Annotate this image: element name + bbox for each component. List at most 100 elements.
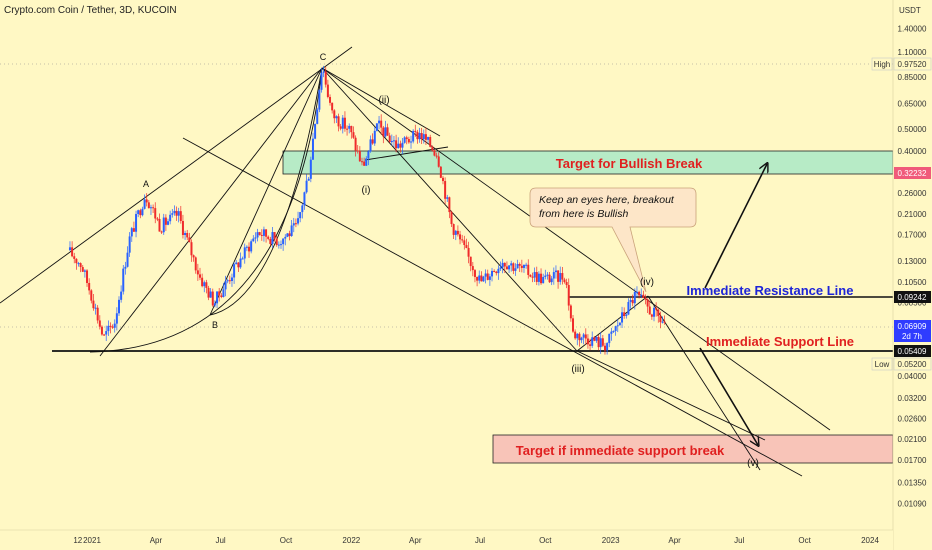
trendline-lower-channel[interactable] [182, 137, 803, 477]
candlesticks [68, 65, 666, 355]
candle [294, 218, 297, 228]
candle-body [314, 123, 317, 139]
candle [88, 278, 91, 295]
candle-body [638, 291, 641, 296]
candle [83, 269, 86, 278]
trendline-b-to-c-left[interactable] [99, 67, 323, 357]
candle [567, 278, 570, 311]
time-axis[interactable] [0, 530, 893, 550]
candle-body [384, 127, 387, 137]
x-tick-label: Apr [150, 536, 163, 545]
candle [631, 294, 634, 307]
candle-body [218, 291, 221, 296]
candle [326, 79, 329, 99]
candle [307, 176, 310, 181]
candle [275, 235, 278, 247]
trendline-triangle-top[interactable] [321, 67, 441, 137]
y-tick-label: 0.13000 [898, 257, 927, 266]
candle-body [375, 123, 378, 131]
candle [111, 324, 114, 329]
candle-body [663, 321, 666, 323]
candle-body [606, 343, 609, 351]
price-axis[interactable] [893, 0, 932, 550]
candle-body [540, 273, 543, 284]
candle-body [454, 230, 457, 235]
candle [267, 235, 270, 241]
candle-body [290, 225, 293, 237]
candle-body [139, 210, 142, 216]
candle-body [554, 270, 557, 273]
candle [646, 298, 649, 314]
candle-body [659, 316, 662, 323]
trendline-b-to-c[interactable] [209, 67, 323, 316]
candle [505, 261, 508, 270]
candle-body [650, 314, 653, 317]
candle [141, 206, 144, 217]
candle-body [207, 287, 210, 298]
candle-body [548, 274, 551, 283]
trendline-a-to-c[interactable] [0, 46, 353, 304]
candle-body [230, 277, 233, 281]
candle [188, 232, 191, 243]
candle-body [603, 345, 606, 351]
candle-body [279, 244, 282, 246]
candle [497, 265, 500, 280]
candle [145, 193, 148, 207]
candle [265, 229, 268, 243]
candle-body [152, 207, 155, 209]
candle-body [589, 344, 592, 346]
candle-body [544, 275, 547, 277]
trendline-iv-to-v[interactable] [647, 295, 761, 471]
candle-body [574, 331, 577, 339]
candle [657, 308, 660, 323]
candle [358, 146, 361, 163]
candle [311, 132, 314, 160]
candle-body [493, 270, 496, 272]
trendline-upper-channel[interactable] [321, 67, 831, 431]
wave-label-iv: (iv) [640, 277, 654, 288]
candle [401, 137, 404, 155]
candle-body [141, 208, 144, 216]
curve-inner[interactable] [209, 67, 323, 316]
candle-body [267, 236, 270, 239]
candle [109, 322, 112, 334]
candle-body [156, 218, 159, 220]
candle-body [164, 217, 167, 225]
candle [491, 267, 494, 282]
candle [405, 135, 408, 145]
candle-body [371, 139, 374, 144]
trendline-triangle-bottom[interactable] [364, 146, 449, 161]
candle [284, 234, 287, 246]
candle-body [635, 291, 638, 293]
candle-body [335, 116, 338, 119]
candle-body [226, 280, 229, 282]
bar-countdown: 2d 7h [902, 332, 922, 341]
y-tick-label: 0.65000 [898, 99, 927, 108]
candle [589, 338, 592, 351]
candle-body [407, 139, 410, 143]
candle [339, 124, 342, 131]
candle-body [177, 211, 180, 216]
candle-body [503, 262, 506, 267]
candle-body [243, 247, 246, 259]
candle [79, 262, 82, 273]
candle-body [169, 214, 172, 222]
high-tag: High [874, 60, 890, 69]
trendlines[interactable] [0, 46, 831, 477]
candle [115, 307, 118, 331]
trendline-iii-to-v[interactable] [576, 350, 766, 441]
candle-body [71, 247, 74, 257]
candle-body [467, 247, 470, 257]
bearish-arrow [699, 347, 758, 445]
candle-body [621, 312, 624, 323]
candle [252, 235, 255, 242]
candle-body [516, 264, 519, 269]
candle-body [322, 71, 325, 73]
curve-b-to-c[interactable] [89, 67, 323, 353]
candle-body [81, 267, 84, 272]
candle [533, 267, 536, 283]
candle [156, 217, 159, 222]
candle-body [367, 151, 370, 159]
candle [250, 239, 253, 254]
